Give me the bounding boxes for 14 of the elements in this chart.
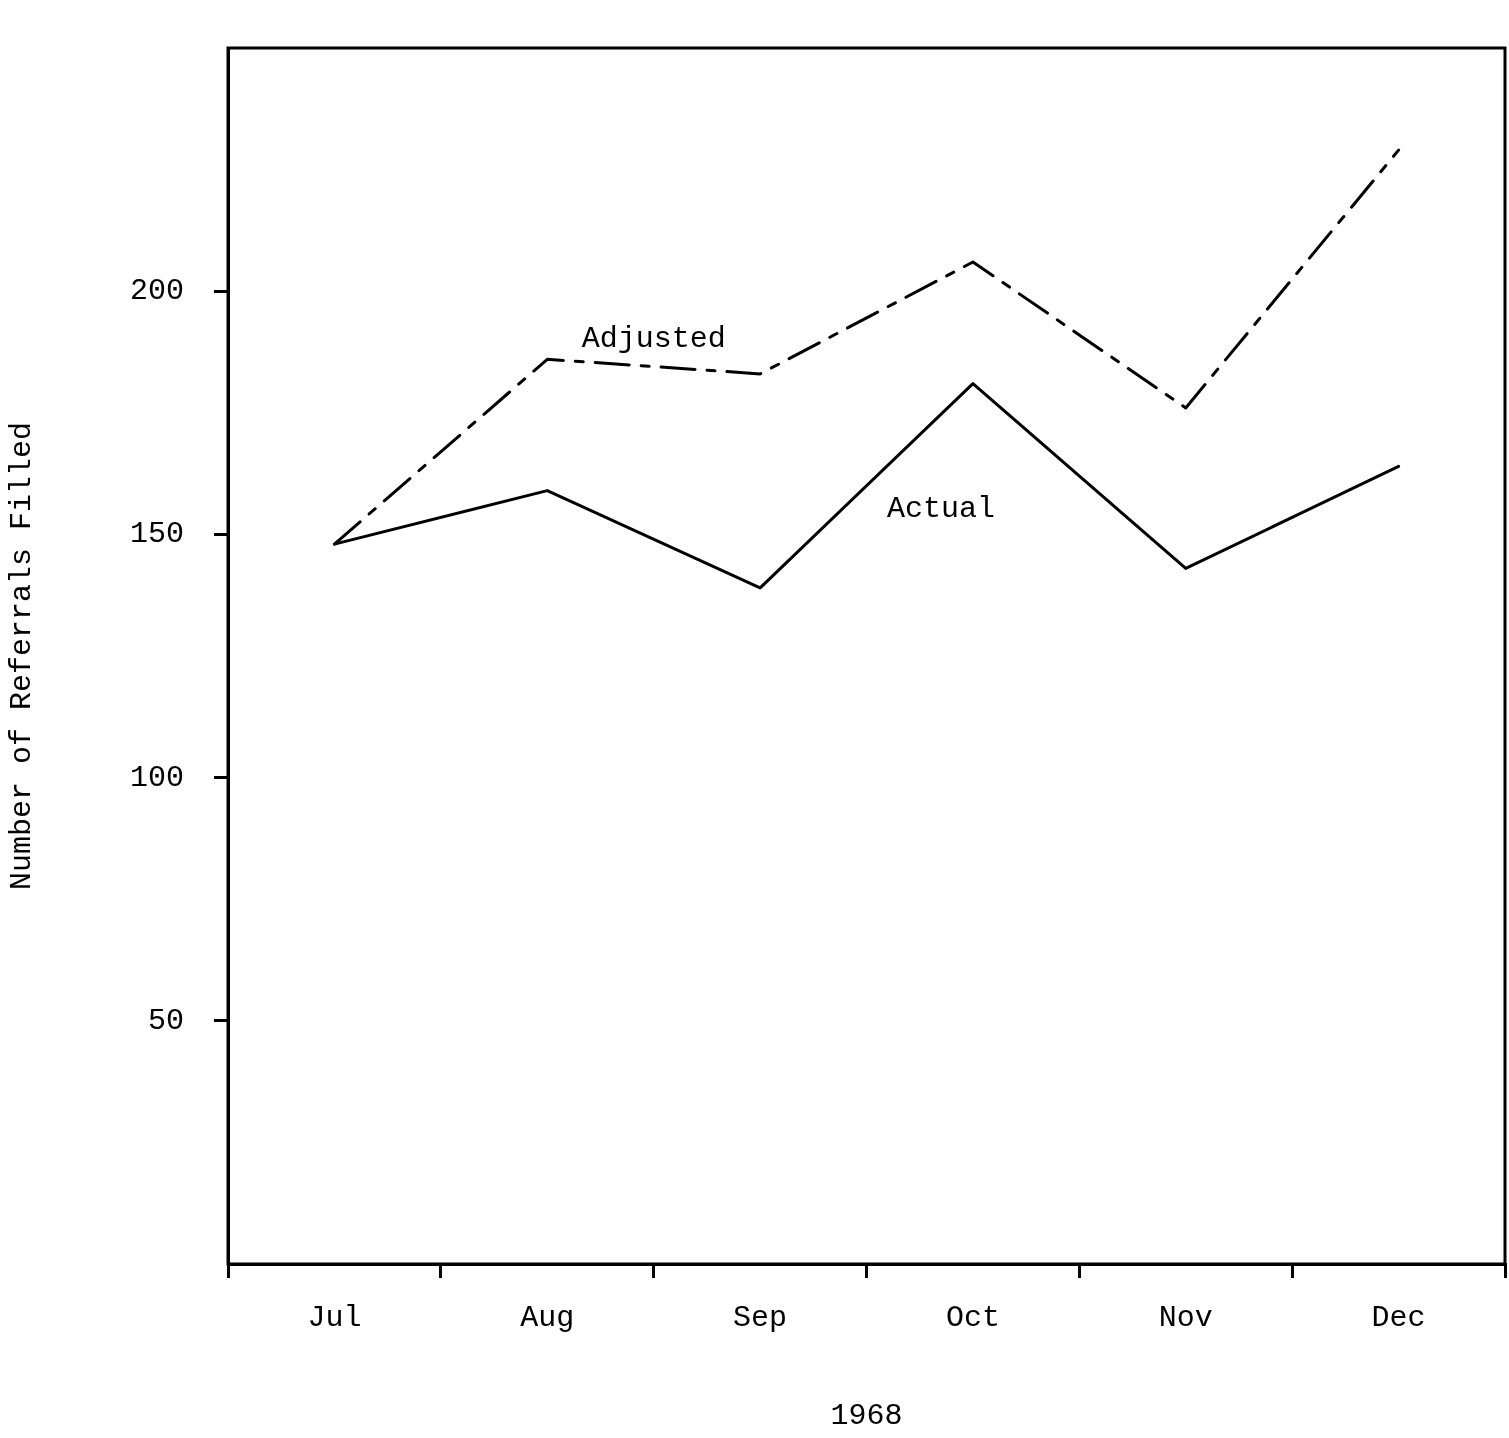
y-axis-title: Number of Referrals Filled xyxy=(4,421,39,891)
series-label: Adjusted xyxy=(581,321,726,356)
y-tick-label: 200 xyxy=(129,274,185,309)
x-tick-label: Aug xyxy=(520,1300,575,1335)
x-tick-label: Dec xyxy=(1371,1300,1426,1335)
x-axis-title: 1968 xyxy=(830,1398,903,1433)
x-tick-label: Oct xyxy=(945,1300,1000,1335)
y-tick-label: 150 xyxy=(129,517,185,552)
series-label: Actual xyxy=(886,492,996,527)
x-tick-label: Jul xyxy=(307,1300,362,1335)
y-tick-label: 100 xyxy=(129,760,185,795)
x-tick-label: Nov xyxy=(1158,1300,1213,1335)
x-tick-label: Sep xyxy=(733,1300,788,1335)
y-tick-label: 50 xyxy=(147,1003,185,1038)
